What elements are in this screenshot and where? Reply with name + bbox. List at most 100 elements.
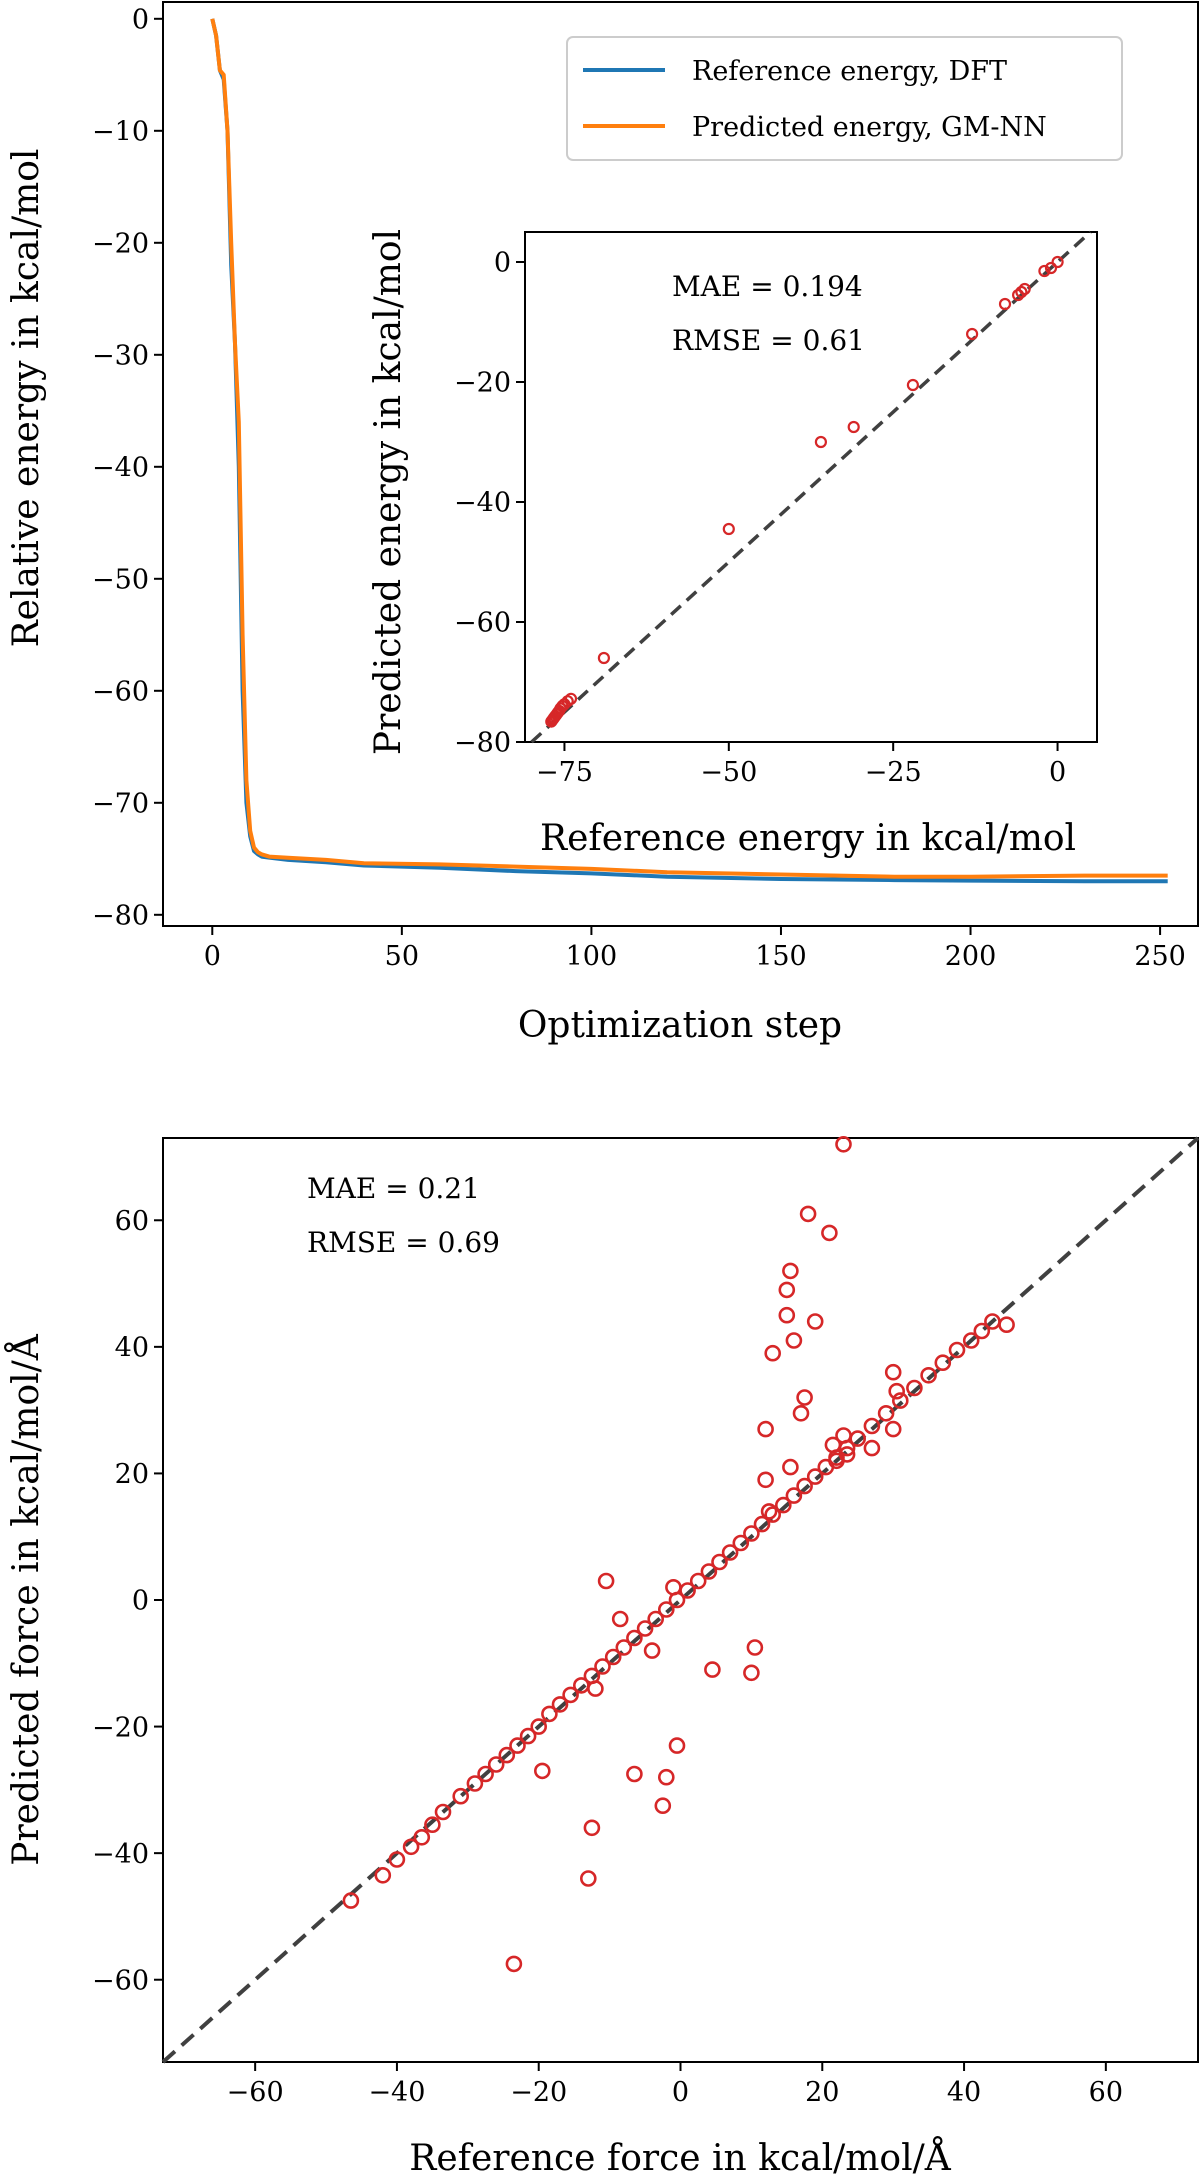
force-data-point <box>604 1648 622 1666</box>
force-data-point <box>700 1563 718 1580</box>
force-scatter-chart: −60 −40 −20 0 20 40 60 60 40 20 0 −20 −40 −60 MAE = … <box>5 1136 1200 2176</box>
force-data-point <box>466 1775 484 1792</box>
x-tick-label: −40 <box>368 2077 425 2108</box>
inset-data-point <box>965 327 979 341</box>
x-tick-label: 200 <box>945 941 997 972</box>
force-data-point <box>906 1379 923 1397</box>
force-data-point <box>665 1579 682 1596</box>
force-data-point <box>743 1664 760 1682</box>
force-data-point <box>477 1765 494 1783</box>
force-data-point <box>760 1503 778 1520</box>
y-tick-label: −60 <box>454 608 511 639</box>
force-data-point <box>746 1639 764 1656</box>
force-data-point <box>877 1405 895 1422</box>
force-data-point <box>743 1525 760 1542</box>
force-x-ticks: −60 −40 −20 0 20 40 60 <box>227 2062 1123 2108</box>
force-data-point <box>615 1639 633 1656</box>
force-data-point <box>774 1496 792 1514</box>
force-data-point <box>342 1892 360 1909</box>
force-data-point <box>689 1572 707 1590</box>
series-line-gmnn <box>210 18 1168 879</box>
force-data-point <box>597 1572 615 1590</box>
energy-plot-area <box>210 18 1168 884</box>
force-data-point <box>626 1629 643 1647</box>
force-data-point <box>374 1867 392 1884</box>
inset-data-point <box>1044 261 1058 275</box>
force-data-point <box>551 1696 569 1713</box>
force-data-point <box>657 1601 675 1618</box>
force-data-point <box>835 1427 852 1444</box>
x-tick-label: −25 <box>865 757 922 788</box>
force-data-point <box>891 1392 909 1409</box>
force-data-point <box>654 1797 672 1814</box>
force-data-point <box>434 1803 452 1821</box>
energy-line-chart: 0 50 100 150 200 250 0 −10 −20 −30 −40 −50 −60 −70 −8… <box>6 1 1199 1046</box>
force-data-point <box>519 1727 537 1745</box>
x-tick-label: −60 <box>227 2077 284 2108</box>
force-data-point <box>824 1436 842 1454</box>
force-data-point <box>711 1553 728 1571</box>
y-tick-label: −20 <box>92 229 149 260</box>
force-data-point <box>863 1439 881 1457</box>
inset-data-point <box>998 297 1012 311</box>
force-data-point <box>704 1661 721 1678</box>
x-tick-label: 0 <box>672 2077 689 2108</box>
y-tick-label: −80 <box>92 901 149 932</box>
y-tick-label: −10 <box>92 117 149 148</box>
y-tick-label: −20 <box>454 368 511 399</box>
force-data-point <box>757 1471 774 1489</box>
y-tick-label: 40 <box>115 1333 149 1364</box>
force-data-point <box>778 1281 796 1299</box>
force-mae-annotation: MAE = 0.21 <box>307 1172 480 1205</box>
x-tick-label: 40 <box>947 2077 981 2108</box>
x-tick-label: −20 <box>510 2077 567 2108</box>
force-x-axis-label: Reference force in kcal/mol/Å <box>409 2137 951 2176</box>
inset-data-point <box>814 435 828 449</box>
inset-data-point <box>722 522 735 536</box>
force-data-point <box>594 1658 611 1675</box>
y-tick-label: 0 <box>132 1586 149 1617</box>
force-data-point <box>884 1363 902 1381</box>
y-tick-label: −60 <box>92 677 149 708</box>
x-tick-label: 100 <box>566 941 618 972</box>
force-data-point <box>962 1332 980 1349</box>
force-data-point <box>505 1955 523 1973</box>
force-data-point <box>583 1819 601 1837</box>
energy-x-axis-label: Optimization step <box>518 1005 842 1046</box>
y-tick-label: 0 <box>132 5 149 36</box>
force-data-point <box>732 1534 750 1552</box>
inset-data-point <box>1051 255 1064 269</box>
force-data-point <box>452 1787 470 1805</box>
force-data-point <box>948 1341 966 1359</box>
force-data-point <box>530 1718 548 1735</box>
force-data-point <box>424 1816 441 1833</box>
inset-y-axis-label: Predicted energy in kcal/mol <box>368 229 409 755</box>
inset-plot-area <box>530 230 1092 744</box>
force-data-point <box>799 1205 817 1223</box>
y-tick-label: −60 <box>92 1965 149 1996</box>
force-parity-line <box>161 1136 1200 2064</box>
force-data-point <box>413 1829 431 1846</box>
inset-x-ticks: −75 −50 −25 0 <box>536 742 1066 788</box>
force-data-point <box>835 1136 852 1153</box>
inset-x-axis-label: Reference energy in kcal/mol <box>540 818 1076 859</box>
force-plot-area <box>161 1136 1200 2064</box>
force-data-point <box>753 1515 771 1533</box>
x-tick-label: 50 <box>385 941 419 972</box>
force-data-point <box>509 1737 526 1754</box>
force-data-point <box>757 1420 774 1438</box>
inset-rmse-annotation: RMSE = 0.61 <box>672 324 865 357</box>
force-data-point <box>828 1452 845 1470</box>
force-data-point <box>806 1468 824 1485</box>
force-data-point <box>821 1224 838 1242</box>
legend-label-dft: Reference energy, DFT <box>692 56 1007 87</box>
force-data-point <box>388 1851 406 1868</box>
inset-data-point <box>906 378 920 392</box>
x-tick-label: 0 <box>204 941 221 972</box>
force-data-point <box>806 1313 824 1330</box>
force-data-point <box>498 1746 516 1764</box>
force-y-ticks: 60 40 20 0 −20 −40 −60 <box>92 1206 163 1996</box>
y-tick-label: −40 <box>92 1839 149 1870</box>
y-tick-label: −40 <box>454 488 511 519</box>
force-data-point <box>626 1765 643 1783</box>
